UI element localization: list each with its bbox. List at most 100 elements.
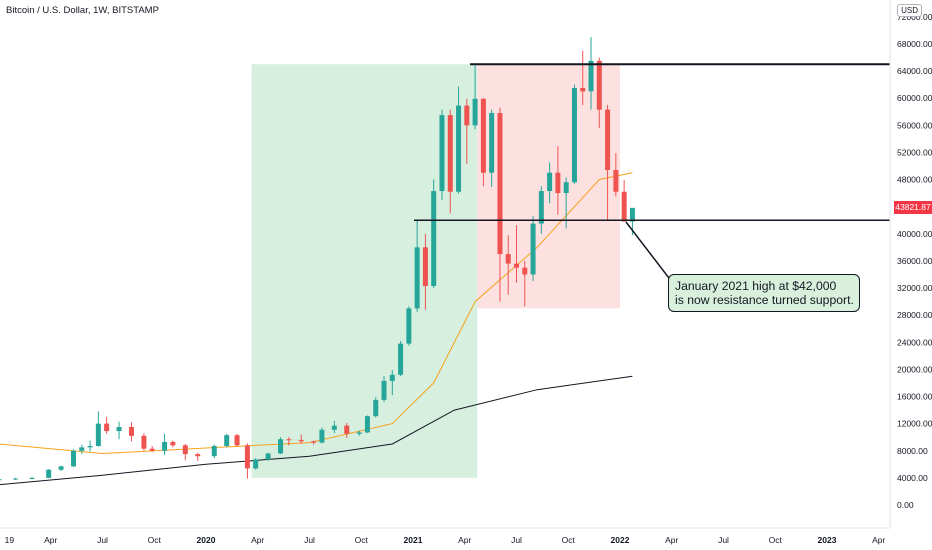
- candle: [331, 420, 337, 434]
- candle: [319, 427, 325, 444]
- candle: [389, 370, 395, 396]
- candle: [87, 440, 93, 452]
- chart-title: Bitcoin / U.S. Dollar, 1W, BITSTAMP: [6, 5, 159, 16]
- candles: [0, 37, 635, 481]
- x-tick-label: Jul: [511, 535, 522, 545]
- candle-body: [95, 423, 101, 447]
- candle: [522, 260, 528, 307]
- currency-badge[interactable]: USD: [897, 4, 922, 17]
- candle: [464, 98, 470, 164]
- y-tick-label: 16000.00: [897, 392, 932, 402]
- y-tick-label: 36000.00: [897, 256, 932, 266]
- candle-body: [356, 432, 362, 434]
- callout-pointer-line: [625, 221, 682, 283]
- candle-body: [224, 435, 230, 447]
- y-tick-label: 68000.00: [897, 39, 932, 49]
- candle-body: [104, 423, 110, 432]
- candle: [547, 162, 553, 204]
- last-price-label: 43821.87: [894, 201, 932, 214]
- candle-body: [331, 425, 337, 430]
- candle-body: [439, 115, 445, 192]
- candle-body: [71, 450, 77, 467]
- candle: [605, 104, 611, 221]
- candle: [580, 50, 586, 105]
- candle-body: [381, 380, 387, 400]
- candle-body: [195, 454, 201, 457]
- candle-body: [447, 115, 453, 192]
- candle: [422, 233, 428, 310]
- candle: [46, 469, 52, 479]
- candle-body: [0, 479, 2, 481]
- candle-body: [605, 109, 611, 171]
- candle: [538, 186, 544, 234]
- y-tick-label: 32000.00: [897, 283, 932, 293]
- y-tick-label: 4000.00: [897, 473, 928, 483]
- candle-body: [547, 172, 553, 192]
- horizontal-lines: [414, 63, 890, 221]
- x-tick-label: Oct: [355, 535, 369, 545]
- candle-body: [79, 447, 85, 451]
- x-tick-label: Oct: [769, 535, 783, 545]
- x-tick-label: Apr: [872, 535, 885, 545]
- moving-average-2: [0, 375, 633, 486]
- candle-body: [389, 374, 395, 381]
- y-tick-label: 60000.00: [897, 93, 932, 103]
- candle-body: [244, 445, 250, 469]
- x-tick-label: 19: [5, 535, 15, 545]
- y-tick-label: 48000.00: [897, 175, 932, 185]
- candle-body: [580, 87, 586, 92]
- candle-body: [480, 98, 486, 173]
- candle-body: [149, 448, 155, 451]
- annotation-callout[interactable]: January 2021 high at $42,000 is now resi…: [668, 274, 860, 312]
- candle-body: [596, 60, 602, 110]
- candle-body: [141, 435, 147, 449]
- candle: [278, 437, 284, 455]
- candle: [447, 109, 453, 214]
- x-tick-label: Apr: [44, 535, 57, 545]
- candle: [79, 444, 85, 455]
- candle-body: [514, 263, 519, 268]
- candle: [211, 444, 217, 459]
- candle: [234, 433, 240, 447]
- candle-body: [497, 113, 503, 255]
- candle-body: [265, 453, 271, 460]
- candle: [514, 224, 519, 283]
- y-tick-label: 24000.00: [897, 337, 932, 347]
- x-tick-label: Jul: [718, 535, 729, 545]
- candle-body: [522, 267, 528, 275]
- candle: [489, 109, 495, 187]
- candle: [406, 306, 412, 346]
- y-tick-label: 8000.00: [897, 446, 928, 456]
- candle: [472, 65, 478, 130]
- candle: [530, 216, 536, 282]
- candle-body: [613, 170, 619, 192]
- x-tick-label: 2023: [818, 535, 837, 545]
- candle: [381, 376, 387, 402]
- x-tick-label: 2022: [611, 535, 630, 545]
- candle-body: [253, 459, 259, 469]
- candle-body: [414, 247, 420, 309]
- candle-body: [182, 445, 188, 455]
- y-tick-label: 56000.00: [897, 120, 932, 130]
- candle-body: [571, 87, 577, 183]
- candle-body: [422, 247, 428, 286]
- candle-body: [563, 182, 569, 194]
- candle-body: [464, 105, 470, 126]
- candle: [344, 422, 350, 438]
- candle-body: [344, 425, 350, 434]
- candle-body: [234, 435, 240, 446]
- candle: [265, 452, 271, 461]
- x-tick-label: Oct: [148, 535, 162, 545]
- candle: [170, 440, 176, 448]
- annotation-line-2: is now resistance turned support.: [675, 293, 854, 307]
- x-tick-label: Apr: [665, 535, 678, 545]
- candle-body: [286, 439, 292, 441]
- candle: [29, 477, 35, 480]
- candle: [195, 452, 201, 461]
- candle-body: [13, 478, 19, 480]
- candle-body: [87, 446, 93, 448]
- candle-body: [530, 223, 536, 275]
- candle: [0, 479, 2, 481]
- candle: [116, 421, 122, 440]
